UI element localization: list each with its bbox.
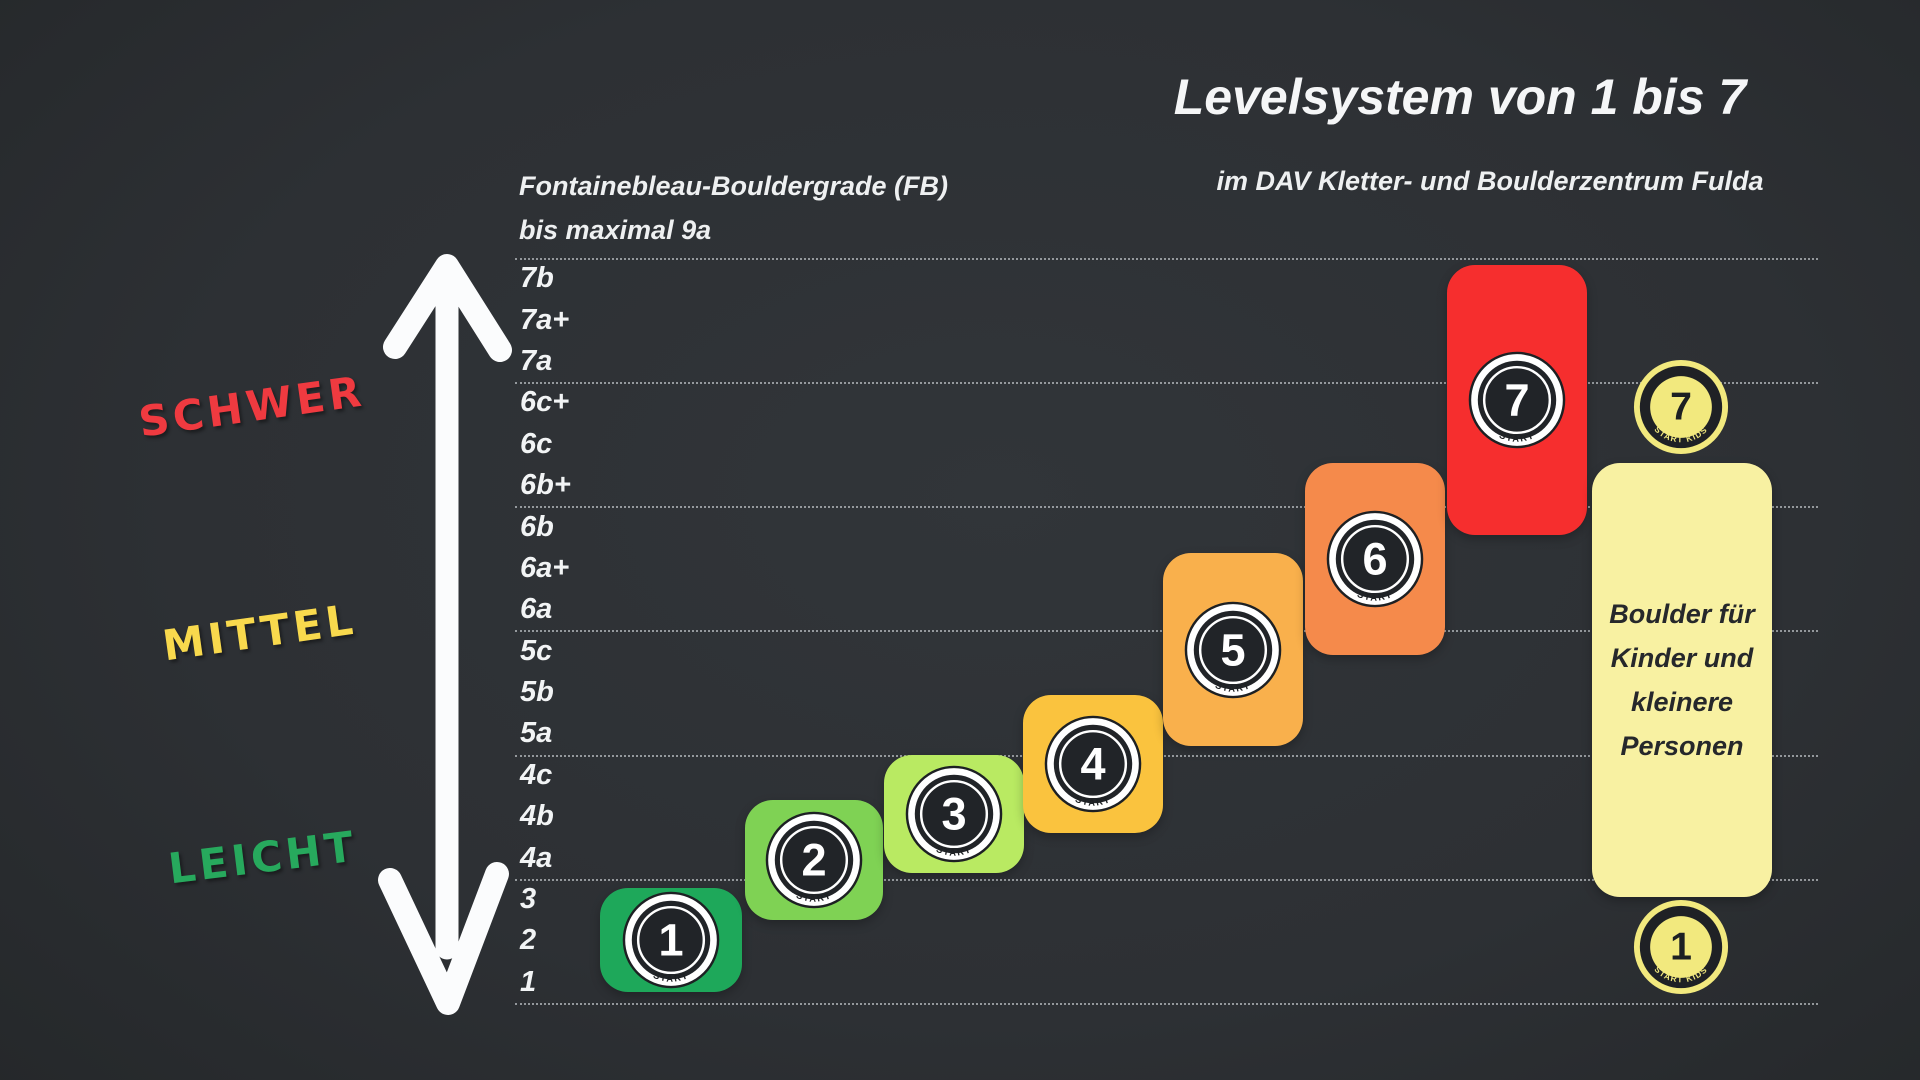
- level-1-block: 1 START: [600, 888, 742, 992]
- grade-label: 5a: [520, 717, 553, 750]
- axis-heading-line1: Fontainebleau-Bouldergrade (FB): [519, 171, 949, 201]
- axis-heading: Fontainebleau-Bouldergrade (FB) bis maxi…: [519, 164, 948, 252]
- grade-label: 3: [520, 883, 537, 916]
- grade-gridline: [515, 1003, 1818, 1005]
- kids-level-1-badge: 1 START KIDS: [1633, 899, 1729, 995]
- grade-label: 2: [520, 924, 537, 957]
- level-number: 6: [1362, 534, 1387, 585]
- level-number: 5: [1220, 624, 1245, 675]
- level-3-badge: 3 START: [905, 765, 1003, 863]
- level-3-block: 3 START: [884, 755, 1024, 873]
- grade-label: 4c: [520, 758, 553, 791]
- svg-text:START: START: [1498, 430, 1536, 444]
- badge-start-label: START: [1074, 794, 1111, 808]
- kids-panel-line: Boulder für: [1609, 599, 1755, 629]
- badge-start-label: START: [652, 970, 689, 984]
- svg-text:START: START: [1214, 680, 1252, 694]
- page-subtitle: im DAV Kletter- und Boulderzentrum Fulda: [1216, 166, 1764, 196]
- level-5-block: 5 START: [1163, 553, 1303, 746]
- kids-panel-line: kleinere: [1630, 687, 1734, 717]
- badge-start-label: START: [1214, 680, 1251, 694]
- level-7-block: 7 START: [1447, 265, 1587, 535]
- kids-level-number: 1: [1670, 926, 1692, 969]
- grade-label: 6a+: [520, 551, 570, 584]
- kids-level-7-badge: 7 START KIDS: [1633, 359, 1729, 455]
- level-4-block: 4 START: [1023, 695, 1163, 833]
- level-number: 2: [801, 835, 826, 886]
- level-2-badge: 2 START: [765, 811, 863, 909]
- svg-text:START: START: [795, 890, 833, 904]
- grade-gridline: [515, 755, 1818, 757]
- level-number: 7: [1504, 375, 1529, 426]
- badge-start-label: START: [1356, 589, 1393, 603]
- level-7-badge: 7 START: [1468, 351, 1566, 449]
- level-number: 3: [941, 789, 966, 840]
- grade-label: 6c: [520, 427, 553, 460]
- level-6-badge: 6 START: [1326, 510, 1424, 608]
- level-number: 4: [1080, 739, 1105, 790]
- grade-gridline: [515, 382, 1818, 384]
- grade-label: 7b: [520, 262, 554, 295]
- badge-start-label: START: [935, 844, 972, 858]
- grade-gridline: [515, 506, 1818, 508]
- kids-panel-line: Kinder und: [1610, 643, 1754, 673]
- svg-text:START: START: [1074, 794, 1112, 808]
- grade-gridline: [515, 879, 1818, 881]
- page-title: Levelsystem von 1 bis 7: [1173, 69, 1747, 125]
- svg-text:START: START: [1356, 589, 1394, 603]
- grade-label: 7a+: [520, 303, 570, 336]
- grade-label: 6c+: [520, 386, 570, 419]
- kids-panel-line: Personen: [1620, 731, 1744, 761]
- double-arrow-icon: [378, 254, 512, 1015]
- kids-panel: Boulder für Kinder und kleinere Personen: [1592, 463, 1772, 897]
- grade-label: 5b: [520, 676, 554, 709]
- kids-level-number: 7: [1670, 386, 1692, 429]
- badge-start-label: START: [795, 890, 832, 904]
- grade-label: 6a: [520, 593, 553, 626]
- level-number: 1: [658, 915, 683, 966]
- level-5-badge: 5 START: [1184, 601, 1282, 698]
- svg-text:START: START: [652, 970, 690, 984]
- level-1-badge: 1 START: [622, 891, 720, 989]
- grade-gridline: [515, 258, 1818, 260]
- level-6-block: 6 START: [1305, 463, 1445, 655]
- level-4-badge: 4 START: [1044, 715, 1142, 813]
- grade-label: 1: [520, 965, 537, 998]
- badge-start-label: START: [1498, 430, 1535, 444]
- axis-heading-line2: bis maximal 9a: [519, 215, 712, 245]
- grade-label: 6b: [520, 510, 554, 543]
- grade-label: 4a: [520, 841, 553, 874]
- grade-label: 5c: [520, 634, 553, 667]
- svg-text:START: START: [935, 844, 973, 858]
- grade-label: 4b: [520, 800, 554, 833]
- grade-label: 6b+: [520, 469, 571, 502]
- grade-label: 7a: [520, 344, 553, 377]
- level-2-block: 2 START: [745, 800, 883, 920]
- grade-axis: 7b 7a+ 7a 6c+ 6c 6b+ 6b 6a+ 6a 5c 5b 5a …: [520, 258, 610, 1003]
